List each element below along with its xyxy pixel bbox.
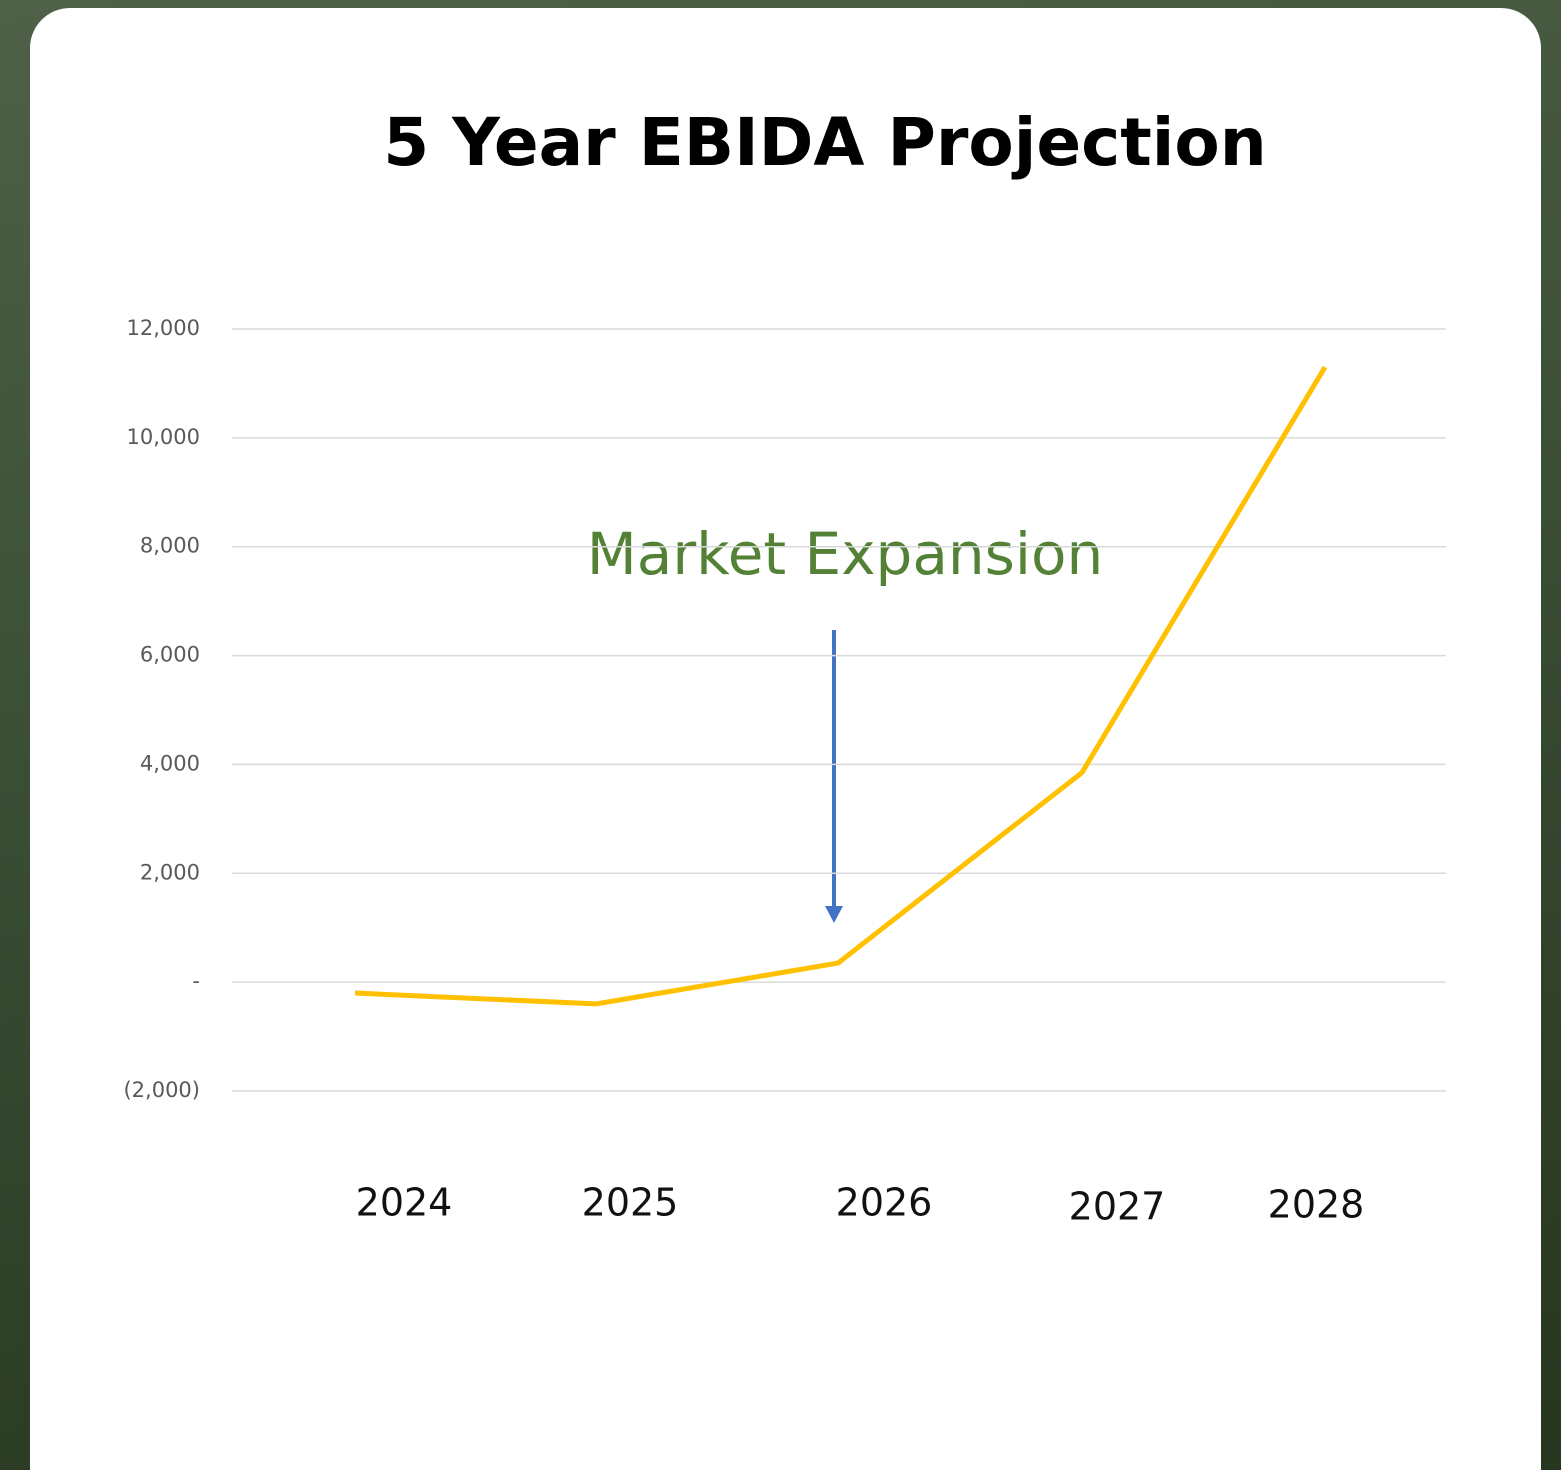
series-line bbox=[354, 365, 1328, 1007]
x-tick-label: 2027 bbox=[1069, 1185, 1166, 1229]
y-tick-label: (2,000) bbox=[123, 1078, 200, 1102]
x-tick-label: 2028 bbox=[1268, 1183, 1365, 1227]
y-tick-label: 4,000 bbox=[140, 751, 200, 775]
x-tick-label: 2024 bbox=[356, 1181, 453, 1225]
y-tick-label: 8,000 bbox=[140, 534, 200, 558]
y-tick-label: 12,000 bbox=[127, 316, 200, 340]
y-tick-label: 2,000 bbox=[140, 860, 200, 884]
y-tick-label: 6,000 bbox=[140, 643, 200, 667]
y-tick-label: - bbox=[192, 969, 200, 993]
chart-title: 5 Year EBIDA Projection bbox=[383, 104, 1267, 181]
annotation-arrowhead bbox=[825, 906, 843, 923]
y-tick-label: 10,000 bbox=[127, 425, 200, 449]
card bbox=[30, 8, 1541, 1470]
x-tick-label: 2025 bbox=[582, 1181, 679, 1225]
x-tick-label: 2026 bbox=[836, 1181, 933, 1225]
annotation: Market Expansion bbox=[587, 520, 1103, 588]
